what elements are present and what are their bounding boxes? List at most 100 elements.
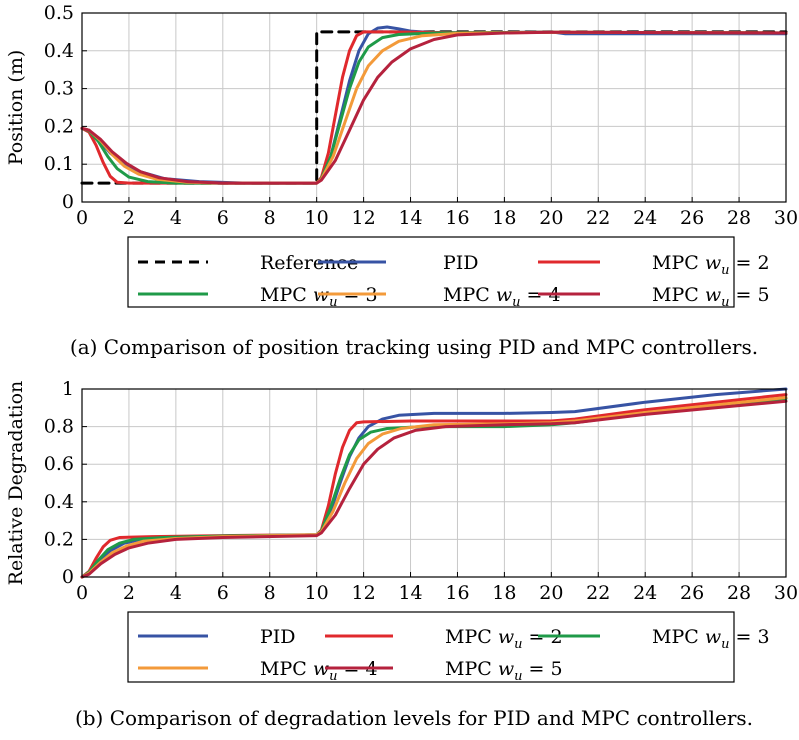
x-tick-label: 6: [217, 207, 229, 229]
series-line-mpc-w-u-5: [80, 30, 788, 185]
legend-label-base: MPC: [652, 284, 705, 306]
legend-box: [127, 611, 735, 683]
y-tick-label: 0.8: [44, 416, 74, 438]
x-tick-label: 2: [123, 582, 135, 604]
x-tick-label: 14: [398, 582, 422, 604]
legend-label-base: Reference: [260, 252, 358, 274]
legend-label-base: MPC: [445, 658, 498, 680]
y-tick-label: 1: [62, 378, 74, 400]
x-tick-label: 10: [305, 207, 329, 229]
legend-label-subscript: u: [721, 637, 729, 652]
legend-label-subscript: u: [329, 295, 337, 310]
x-tick-label: 12: [352, 582, 376, 604]
x-tick-label: 6: [217, 582, 229, 604]
legend-label-base: MPC: [652, 252, 705, 274]
x-tick-label: 28: [727, 207, 751, 229]
plot-frame: [81, 388, 787, 578]
y-tick-label: 0.6: [44, 453, 74, 475]
legend-label-3: MPC wu = 3: [652, 626, 770, 652]
y-tick-label: 0.1: [44, 153, 74, 175]
x-tick-label: 18: [492, 207, 516, 229]
position-caption: (a) Comparison of position tracking usin…: [70, 335, 758, 359]
x-tick-label: 4: [170, 582, 182, 604]
legend-label-weight-symbol: w: [705, 284, 721, 306]
legend-label-subscript: u: [721, 263, 729, 278]
legend-label-base: PID: [443, 252, 479, 274]
legend-label-1: Reference: [260, 252, 358, 274]
legend-label-5: MPC wu = 5: [445, 658, 563, 684]
legend-label-value: = 5: [522, 658, 562, 680]
legend-label-subscript: u: [721, 295, 729, 310]
legend-label-weight-symbol: w: [498, 658, 514, 680]
x-tick-label: 2: [123, 207, 135, 229]
x-tick-label: 22: [586, 207, 610, 229]
y-tick-label: 0: [62, 191, 74, 213]
y-tick-label: 0.2: [44, 528, 74, 550]
legend-label-weight-symbol: w: [705, 252, 721, 274]
legend-label-base: MPC: [445, 626, 498, 648]
y-tick-label: 0.4: [44, 40, 74, 62]
x-tick-label: 24: [633, 582, 657, 604]
x-tick-label: 18: [492, 582, 516, 604]
x-tick-label: 24: [633, 207, 657, 229]
x-tick-label: 0: [76, 582, 88, 604]
legend-label-weight-symbol: w: [705, 626, 721, 648]
legend-label-weight-symbol: w: [496, 284, 512, 306]
legend-label-1: PID: [260, 626, 296, 648]
x-tick-label: 16: [445, 582, 469, 604]
legend-label-base: MPC: [260, 284, 313, 306]
series-line-reference: [80, 30, 788, 185]
x-tick-label: 26: [680, 207, 704, 229]
series-line-mpc-w-u-2: [80, 30, 788, 185]
series-line-mpc-w-u-3: [80, 30, 788, 185]
degradation-chart: 0 2 4 6 8 10 12 14 16 18 20 22 24 26 28 3000.20.40.60.8…: [5, 378, 798, 684]
legend-label-subscript: u: [514, 637, 522, 652]
y-axis-label: Relative Degradation: [5, 381, 27, 586]
legend-label-subscript: u: [514, 669, 522, 684]
x-tick-label: 16: [445, 207, 469, 229]
legend-label-base: PID: [260, 626, 296, 648]
y-tick-label: 0.2: [44, 115, 74, 137]
position-chart: 0 2 4 6 8 10 12 14 16 18 20 22 24 26 28 3000.10.20.30.4…: [5, 2, 798, 310]
x-tick-label: 30: [774, 207, 798, 229]
x-tick-label: 8: [264, 207, 276, 229]
series-line-mpc-w-u-2: [80, 393, 788, 579]
x-tick-label: 8: [264, 582, 276, 604]
x-tick-label: 20: [539, 582, 563, 604]
x-tick-label: 22: [586, 582, 610, 604]
legend-label-5: MPC wu = 4: [443, 284, 561, 310]
legend-label-base: MPC: [443, 284, 496, 306]
series-line-mpc-w-u-5: [80, 399, 788, 579]
y-axis-label: Position (m): [5, 50, 27, 166]
x-tick-label: 26: [680, 582, 704, 604]
x-tick-label: 20: [539, 207, 563, 229]
x-tick-label: 10: [305, 582, 329, 604]
degradation-caption: (b) Comparison of degradation levels for…: [75, 706, 753, 730]
y-tick-label: 0.4: [44, 491, 74, 513]
series-line-mpc-w-u-4: [80, 396, 788, 579]
x-tick-label: 0: [76, 207, 88, 229]
plot-frame: [81, 12, 787, 203]
legend-label-subscript: u: [329, 669, 337, 684]
legend-label-value: = 3: [729, 626, 769, 648]
legend-label-value: = 2: [729, 252, 769, 274]
x-tick-label: 12: [352, 207, 376, 229]
x-tick-label: 28: [727, 582, 751, 604]
series-line-mpc-w-u-4: [80, 30, 788, 185]
legend-label-weight-symbol: w: [313, 658, 329, 680]
legend-label-base: MPC: [260, 658, 313, 680]
legend-label-2: PID: [443, 252, 479, 274]
legend-label-subscript: u: [512, 295, 520, 310]
series-line-pid: [80, 387, 788, 579]
y-tick-label: 0.5: [44, 2, 74, 24]
legend-label-value: = 5: [729, 284, 769, 306]
y-tick-label: 0: [62, 566, 74, 588]
legend-label-base: MPC: [652, 626, 705, 648]
x-tick-label: 14: [398, 207, 422, 229]
legend-label-3: MPC wu = 2: [652, 252, 770, 278]
x-tick-label: 30: [774, 582, 798, 604]
legend-box: [127, 236, 735, 308]
legend-label-weight-symbol: w: [498, 626, 514, 648]
legend-label-6: MPC wu = 5: [652, 284, 770, 310]
